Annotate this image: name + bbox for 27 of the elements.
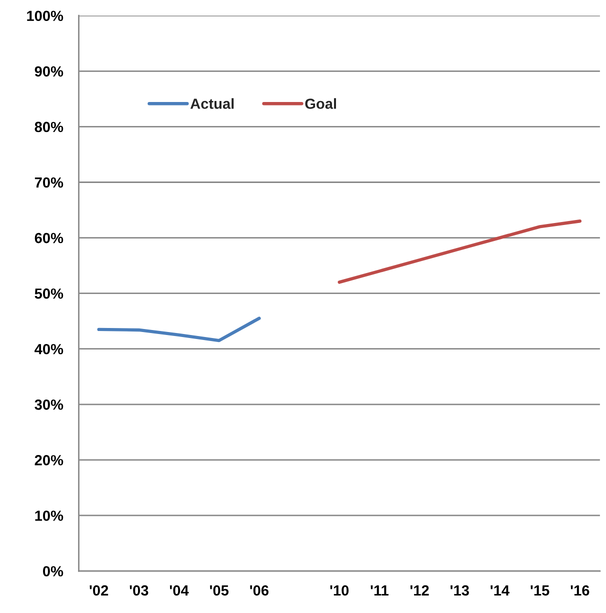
y-tick-label: 10%: [35, 510, 64, 521]
x-tick-label: '10: [330, 585, 349, 596]
y-tick-label: 60%: [34, 232, 64, 244]
x-tick-label: '02: [90, 585, 108, 596]
y-tick-label: 70%: [34, 177, 64, 188]
x-tick-label: '14: [490, 585, 510, 596]
y-tick-label: 30%: [34, 399, 64, 410]
x-tick-label: '03: [130, 585, 148, 596]
x-tick-label: '06: [250, 585, 268, 596]
line-series: [97, 316, 261, 342]
x-tick-label: '16: [570, 585, 590, 596]
y-tick-label: 80%: [34, 122, 64, 132]
x-tick-label: '11: [370, 585, 388, 596]
y-tick-label: 20%: [34, 455, 64, 466]
legend-label: Goal: [305, 98, 336, 109]
x-tick-label: '15: [530, 585, 550, 596]
y-tick-label: 0%: [43, 566, 64, 576]
y-tick-label: 40%: [34, 344, 64, 354]
legend-label: Actual: [190, 98, 234, 109]
y-tick-label: 100%: [27, 10, 64, 22]
x-tick-label: '04: [170, 585, 189, 596]
y-tick-label: 90%: [34, 66, 64, 77]
y-tick-label: 50%: [34, 288, 64, 299]
x-tick-label: '12: [410, 585, 429, 596]
x-tick-label: '05: [210, 585, 229, 596]
line-series: [338, 220, 582, 284]
x-tick-label: '13: [450, 585, 469, 596]
